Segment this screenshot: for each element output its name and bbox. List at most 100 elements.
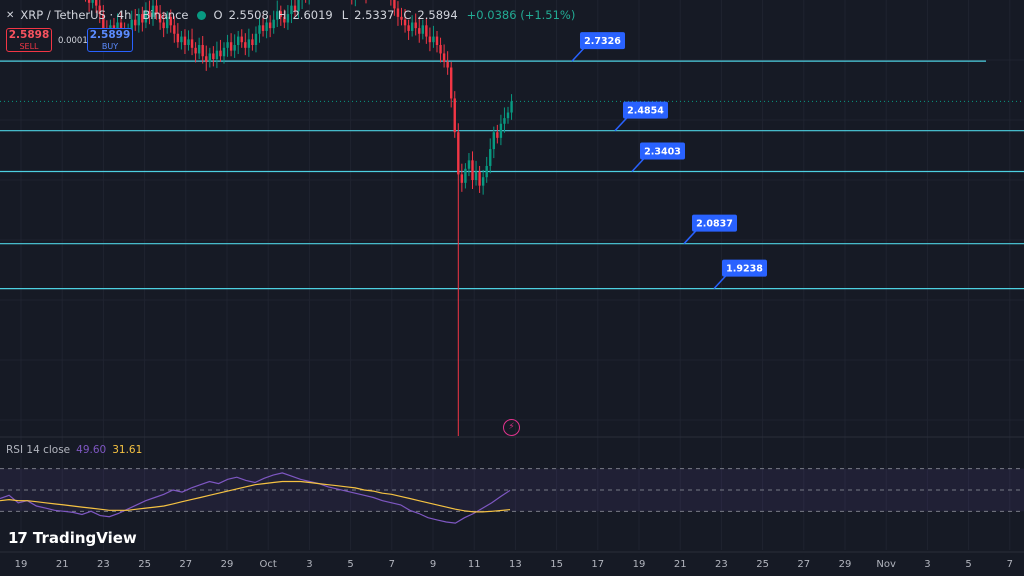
candle-body	[258, 25, 261, 34]
candle-body	[478, 171, 481, 186]
candle-body	[421, 25, 424, 34]
candle-body	[293, 5, 297, 12]
candle-body	[428, 36, 432, 43]
candle-body	[276, 11, 279, 20]
candle-body	[432, 36, 435, 43]
level-label: 2.0837	[696, 219, 733, 230]
candle-body	[464, 168, 467, 183]
candle-body	[460, 174, 464, 183]
change-value: +0.0386 (+1.51%)	[466, 8, 576, 22]
time-axis-label: 15	[550, 559, 563, 570]
sell-button[interactable]: 2.5898 SELL	[6, 28, 52, 52]
candle-body	[442, 53, 446, 62]
symbol-title[interactable]: XRP / TetherUS · 4h · Binance	[20, 8, 189, 22]
buy-label: BUY	[101, 42, 119, 51]
level-label: 2.7326	[584, 36, 621, 47]
candle-body	[247, 39, 251, 48]
candle-body	[134, 19, 137, 26]
candle-body	[251, 39, 254, 46]
candle-body	[414, 22, 417, 29]
candle-body	[254, 33, 258, 46]
time-axis-label: 25	[138, 559, 151, 570]
time-axis-label: 23	[715, 559, 728, 570]
level-label: 2.3403	[644, 147, 681, 158]
candle-body	[95, 0, 98, 6]
sell-price: 2.5898	[8, 29, 50, 41]
tradingview-logo-icon: 17	[8, 529, 28, 547]
candle-body	[272, 19, 275, 29]
candle-body	[166, 16, 169, 29]
time-axis-label: 9	[430, 559, 436, 570]
candle-body	[201, 45, 204, 57]
time-axis-label: 3	[306, 559, 312, 570]
open-value: 2.5508	[228, 8, 269, 22]
candle-body	[481, 177, 485, 186]
buy-button[interactable]: 2.5899 BUY	[87, 28, 133, 52]
spread-value: 0.0001	[58, 36, 88, 46]
candle-body	[222, 47, 226, 57]
candlestick-series	[85, 0, 513, 436]
level-label-box	[623, 101, 668, 119]
candle-body	[499, 123, 503, 138]
rsi-pane	[0, 468, 1024, 524]
candle-body	[286, 14, 290, 23]
candle-body	[237, 36, 240, 46]
time-axis-label: 7	[389, 559, 395, 570]
high-value: 2.6019	[292, 8, 333, 22]
candle-body	[446, 61, 449, 68]
rsi-legend: RSI 14 close 49.60 31.61	[6, 444, 142, 456]
candle-body	[457, 132, 460, 175]
close-icon[interactable]: ✕	[6, 9, 15, 21]
flash-icon[interactable]: ⚡	[503, 419, 520, 436]
level-label-box	[640, 142, 685, 160]
market-status-icon	[196, 10, 206, 20]
candle-body	[435, 36, 439, 46]
time-axis-label: Nov	[876, 559, 896, 570]
candle-body	[169, 16, 172, 26]
candle-body	[407, 25, 410, 31]
candle-body	[173, 25, 176, 34]
time-axis-label: 29	[839, 559, 852, 570]
candle-body	[144, 11, 148, 23]
candle-body	[297, 0, 300, 12]
candle-body	[180, 36, 183, 43]
level-label-box	[580, 32, 625, 50]
candle-body	[279, 11, 282, 17]
level-label-pointer	[571, 47, 585, 62]
candle-body	[162, 22, 165, 29]
time-axis-label: 3	[924, 559, 930, 570]
candle-body	[183, 36, 187, 46]
candle-body	[396, 8, 400, 17]
candle-body	[141, 14, 144, 23]
rsi-ma-value: 31.61	[112, 444, 143, 456]
rsi-label: RSI 14 close	[6, 444, 71, 456]
rsi-ma-line	[0, 480, 511, 513]
candle-body	[474, 171, 478, 181]
time-axis-label: 21	[674, 559, 687, 570]
time-axis-label: 21	[56, 559, 69, 570]
candle-body	[208, 53, 211, 62]
time-axis-label: 27	[179, 559, 192, 570]
candle-body	[510, 101, 513, 113]
candle-body	[439, 45, 442, 54]
time-axis-label: 11	[468, 559, 481, 570]
candle-body	[290, 5, 293, 15]
candle-body	[176, 33, 180, 43]
tradingview-logo[interactable]: 17 TradingView	[8, 529, 137, 547]
candle-body	[148, 11, 151, 17]
candle-body	[450, 67, 453, 99]
buy-price: 2.5899	[89, 29, 131, 41]
candle-body	[485, 165, 488, 178]
candle-body	[215, 50, 219, 60]
candle-body	[119, 22, 123, 29]
candle-body	[425, 25, 428, 37]
close-label: C	[403, 8, 412, 22]
tradingview-logo-text: TradingView	[32, 529, 137, 547]
time-axis-label: 25	[756, 559, 769, 570]
level-label-box	[722, 259, 767, 277]
level-label-pointer	[631, 157, 645, 173]
time-axis-label: 5	[965, 559, 971, 570]
candle-body	[244, 42, 247, 48]
sell-label: SELL	[19, 42, 39, 51]
